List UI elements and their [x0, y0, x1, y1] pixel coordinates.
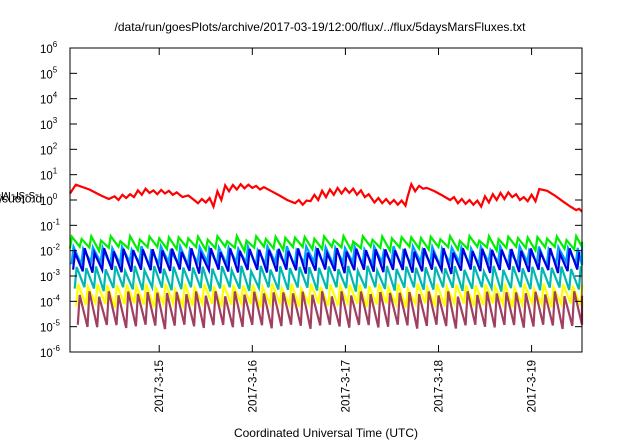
y-tick-label: 100: [40, 192, 58, 208]
series-line: [76, 291, 584, 330]
x-tick-label: 2017-3-17: [340, 360, 352, 412]
series-layer: [68, 181, 584, 330]
y-tick-label: 10-6: [40, 344, 60, 360]
chart-title: /data/run/goesPlots/archive/2017-03-19/1…: [114, 20, 526, 34]
x-tick-label: 2017-3-18: [433, 360, 445, 412]
y-tick-label: 10-4: [40, 293, 60, 309]
series-line: [68, 232, 584, 255]
series-line: [73, 265, 582, 293]
y-tick-label: 10-5: [40, 319, 60, 335]
series-line: [69, 181, 583, 213]
y-tick-label: 105: [40, 65, 58, 81]
y-tick-label: 101: [40, 167, 58, 183]
y-tick-label: 10-2: [40, 243, 60, 259]
x-tick-label: 2017-3-15: [154, 360, 166, 412]
y-tick-label: 103: [40, 116, 58, 132]
y-tick-label: 102: [40, 141, 58, 157]
x-axis-label: Coordinated Universal Time (UTC): [233, 426, 419, 440]
y-tick-label: 10-1: [40, 217, 60, 233]
y-tick-label: 10-3: [40, 268, 60, 284]
series-line: [75, 281, 584, 310]
x-tick-label: 2017-3-16: [247, 360, 259, 412]
y-tick-label: 104: [40, 91, 58, 107]
x-tick-label: 2017-3-19: [527, 360, 539, 412]
series-line: [72, 247, 581, 275]
axes-layer: 10-6 10-5 10-4 10-3 10-2 10-1 100 101 102 103 104 1…: [40, 40, 582, 412]
y-tick-label: 106: [40, 40, 58, 56]
